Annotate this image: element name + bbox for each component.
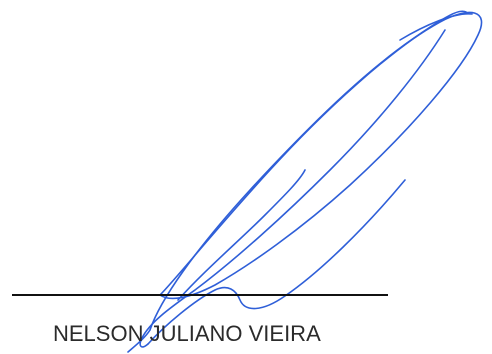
signer-name: NELSON JULIANO VIEIRA: [53, 321, 321, 346]
signature-line: [12, 294, 388, 296]
